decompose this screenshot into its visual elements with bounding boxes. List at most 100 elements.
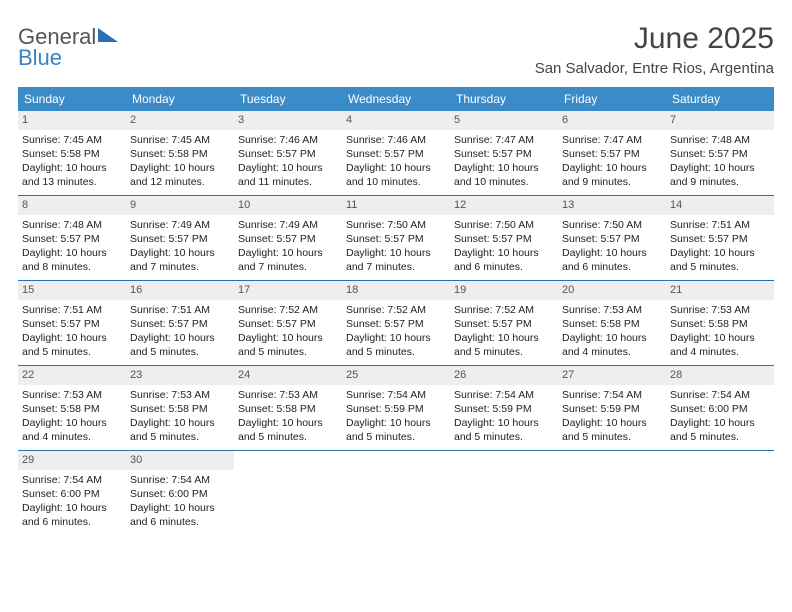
day-number: 8: [18, 196, 126, 215]
sunset-text: Sunset: 5:57 PM: [130, 317, 230, 331]
sunrise-text: Sunrise: 7:50 AM: [346, 218, 446, 232]
sunset-text: Sunset: 5:57 PM: [454, 147, 554, 161]
daylight-line2: and 5 minutes.: [130, 345, 230, 359]
day-number: 18: [342, 281, 450, 300]
day-cell: 14Sunrise: 7:51 AMSunset: 5:57 PMDayligh…: [666, 196, 774, 280]
day-cell: 21Sunrise: 7:53 AMSunset: 5:58 PMDayligh…: [666, 281, 774, 365]
sunrise-text: Sunrise: 7:54 AM: [346, 388, 446, 402]
sunrise-text: Sunrise: 7:46 AM: [346, 133, 446, 147]
sunset-text: Sunset: 5:57 PM: [346, 232, 446, 246]
day-cell: 25Sunrise: 7:54 AMSunset: 5:59 PMDayligh…: [342, 366, 450, 450]
sunrise-text: Sunrise: 7:53 AM: [22, 388, 122, 402]
day-cell: 19Sunrise: 7:52 AMSunset: 5:57 PMDayligh…: [450, 281, 558, 365]
sunset-text: Sunset: 5:57 PM: [238, 317, 338, 331]
sunset-text: Sunset: 5:57 PM: [238, 232, 338, 246]
sunrise-text: Sunrise: 7:48 AM: [670, 133, 770, 147]
day-number: 22: [18, 366, 126, 385]
sunset-text: Sunset: 5:58 PM: [238, 402, 338, 416]
daylight-line2: and 7 minutes.: [130, 260, 230, 274]
empty-cell: [558, 451, 666, 535]
day-cell: 22Sunrise: 7:53 AMSunset: 5:58 PMDayligh…: [18, 366, 126, 450]
sunset-text: Sunset: 5:57 PM: [670, 147, 770, 161]
day-cell: 20Sunrise: 7:53 AMSunset: 5:58 PMDayligh…: [558, 281, 666, 365]
sunset-text: Sunset: 6:00 PM: [130, 487, 230, 501]
day-number: 16: [126, 281, 234, 300]
sunset-text: Sunset: 5:58 PM: [22, 402, 122, 416]
day-number: 9: [126, 196, 234, 215]
day-number: 6: [558, 111, 666, 130]
empty-cell: [666, 451, 774, 535]
daylight-line2: and 10 minutes.: [346, 175, 446, 189]
empty-cell: [450, 451, 558, 535]
day-cell: 8Sunrise: 7:48 AMSunset: 5:57 PMDaylight…: [18, 196, 126, 280]
day-header: Saturday: [666, 87, 774, 111]
sunrise-text: Sunrise: 7:46 AM: [238, 133, 338, 147]
day-cell: 10 Sunrise: 7:49 AMSunset: 5:57 PMDayligh…: [234, 196, 342, 280]
daylight-line2: and 9 minutes.: [562, 175, 662, 189]
day-cell: 26Sunrise: 7:54 AMSunset: 5:59 PMDayligh…: [450, 366, 558, 450]
daylight-line1: Daylight: 10 hours: [130, 246, 230, 260]
daylight-line2: and 5 minutes.: [454, 430, 554, 444]
daylight-line1: Daylight: 10 hours: [238, 416, 338, 430]
daylight-line2: and 5 minutes.: [346, 430, 446, 444]
weeks-container: 1Sunrise: 7:45 AMSunset: 5:58 PMDaylight…: [18, 111, 774, 535]
daylight-line2: and 4 minutes.: [562, 345, 662, 359]
daylight-line1: Daylight: 10 hours: [562, 161, 662, 175]
day-header: Sunday: [18, 87, 126, 111]
sunset-text: Sunset: 5:57 PM: [346, 147, 446, 161]
daylight-line1: Daylight: 10 hours: [670, 246, 770, 260]
daylight-line2: and 6 minutes.: [454, 260, 554, 274]
day-number: 23: [126, 366, 234, 385]
week-row: 15Sunrise: 7:51 AMSunset: 5:57 PMDayligh…: [18, 280, 774, 365]
daylight-line2: and 6 minutes.: [22, 515, 122, 529]
daylight-line2: and 5 minutes.: [454, 345, 554, 359]
day-cell: 5Sunrise: 7:47 AMSunset: 5:57 PMDaylight…: [450, 111, 558, 195]
sunrise-text: Sunrise: 7:47 AM: [454, 133, 554, 147]
daylight-line2: and 5 minutes.: [22, 345, 122, 359]
day-cell: 27Sunrise: 7:54 AMSunset: 5:59 PMDayligh…: [558, 366, 666, 450]
daylight-line2: and 11 minutes.: [238, 175, 338, 189]
week-row: 22Sunrise: 7:53 AMSunset: 5:58 PMDayligh…: [18, 365, 774, 450]
daylight-line1: Daylight: 10 hours: [238, 246, 338, 260]
day-cell: 28Sunrise: 7:54 AMSunset: 6:00 PMDayligh…: [666, 366, 774, 450]
sunset-text: Sunset: 5:59 PM: [562, 402, 662, 416]
sunset-text: Sunset: 5:57 PM: [454, 317, 554, 331]
sunrise-text: Sunrise: 7:52 AM: [238, 303, 338, 317]
sunset-text: Sunset: 5:57 PM: [130, 232, 230, 246]
sunrise-text: Sunrise: 7:53 AM: [238, 388, 338, 402]
day-cell: 7Sunrise: 7:48 AMSunset: 5:57 PMDaylight…: [666, 111, 774, 195]
brand-logo: General Blue: [18, 22, 122, 69]
daylight-line1: Daylight: 10 hours: [22, 246, 122, 260]
day-number: 2: [126, 111, 234, 130]
day-number: 26: [450, 366, 558, 385]
title-block: June 2025 San Salvador, Entre Rios, Arge…: [535, 22, 774, 77]
daylight-line2: and 7 minutes.: [346, 260, 446, 274]
daylight-line2: and 5 minutes.: [562, 430, 662, 444]
day-cell: 17Sunrise: 7:52 AMSunset: 5:57 PMDayligh…: [234, 281, 342, 365]
day-number: 12: [450, 196, 558, 215]
sunset-text: Sunset: 6:00 PM: [22, 487, 122, 501]
day-cell: 29Sunrise: 7:54 AMSunset: 6:00 PMDayligh…: [18, 451, 126, 535]
day-number: 1: [18, 111, 126, 130]
sunrise-text: Sunrise: 7:49 AM: [238, 218, 338, 232]
day-number: 10: [234, 196, 342, 215]
sunrise-text: Sunrise: 7:53 AM: [562, 303, 662, 317]
day-cell: 12Sunrise: 7:50 AMSunset: 5:57 PMDayligh…: [450, 196, 558, 280]
daylight-line1: Daylight: 10 hours: [670, 331, 770, 345]
sunset-text: Sunset: 6:00 PM: [670, 402, 770, 416]
sunset-text: Sunset: 5:59 PM: [346, 402, 446, 416]
daylight-line2: and 13 minutes.: [22, 175, 122, 189]
week-row: 1Sunrise: 7:45 AMSunset: 5:58 PMDaylight…: [18, 111, 774, 195]
sunrise-text: Sunrise: 7:54 AM: [670, 388, 770, 402]
sunrise-text: Sunrise: 7:50 AM: [562, 218, 662, 232]
daylight-line2: and 5 minutes.: [238, 345, 338, 359]
sunset-text: Sunset: 5:58 PM: [670, 317, 770, 331]
sunrise-text: Sunrise: 7:54 AM: [454, 388, 554, 402]
sunrise-text: Sunrise: 7:45 AM: [22, 133, 122, 147]
daylight-line2: and 10 minutes.: [454, 175, 554, 189]
sunrise-text: Sunrise: 7:45 AM: [130, 133, 230, 147]
daylight-line1: Daylight: 10 hours: [130, 416, 230, 430]
sunrise-text: Sunrise: 7:48 AM: [22, 218, 122, 232]
daylight-line1: Daylight: 10 hours: [454, 416, 554, 430]
sunrise-text: Sunrise: 7:52 AM: [346, 303, 446, 317]
